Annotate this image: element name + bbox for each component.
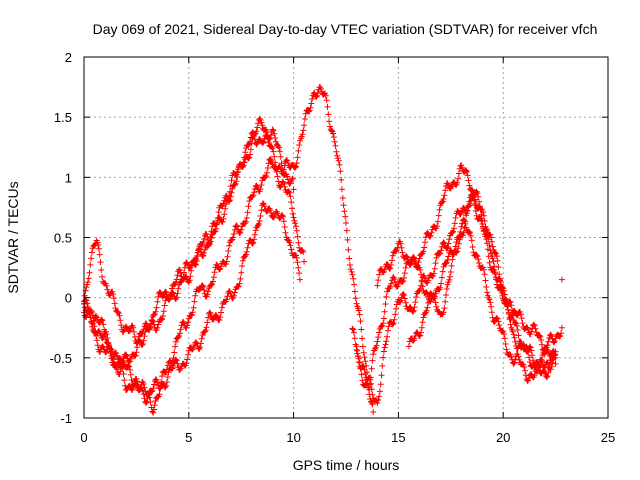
y-tick-label--0.5: -0.5 xyxy=(50,351,72,366)
y-tick-label-0.5: 0.5 xyxy=(54,231,72,246)
series-D xyxy=(81,156,308,416)
x-tick-label-15: 15 xyxy=(391,430,405,445)
x-tick-label-25: 25 xyxy=(601,430,615,445)
y-tick-label-1.5: 1.5 xyxy=(54,110,72,125)
axis-ticks: 0 5 10 15 20 25 -1 -0.5 0 0.5 1 1.5 2 xyxy=(50,50,616,445)
y-tick-label-1: 1 xyxy=(65,170,72,185)
y-tick-label--1: -1 xyxy=(60,411,72,426)
y-tick-label-2: 2 xyxy=(65,50,72,65)
x-tick-label-20: 20 xyxy=(496,430,510,445)
y-axis-label: SDTVAR / TECUs xyxy=(5,181,21,293)
x-tick-label-0: 0 xyxy=(80,430,87,445)
grid-lines xyxy=(84,57,608,418)
series-D-markers xyxy=(81,156,308,416)
series-H xyxy=(405,216,559,384)
x-axis-label: GPS time / hours xyxy=(293,457,400,473)
series-E-markers xyxy=(349,162,559,393)
series-I xyxy=(558,276,565,283)
series-E xyxy=(349,162,559,393)
chart-title: Day 069 of 2021, Sidereal Day-to-day VTE… xyxy=(93,21,598,37)
y-tick-label-0: 0 xyxy=(65,291,72,306)
data-series xyxy=(81,84,565,416)
x-tick-label-10: 10 xyxy=(286,430,300,445)
series-H-markers xyxy=(405,216,559,384)
series-I-markers xyxy=(558,276,565,283)
x-tick-label-5: 5 xyxy=(185,430,192,445)
